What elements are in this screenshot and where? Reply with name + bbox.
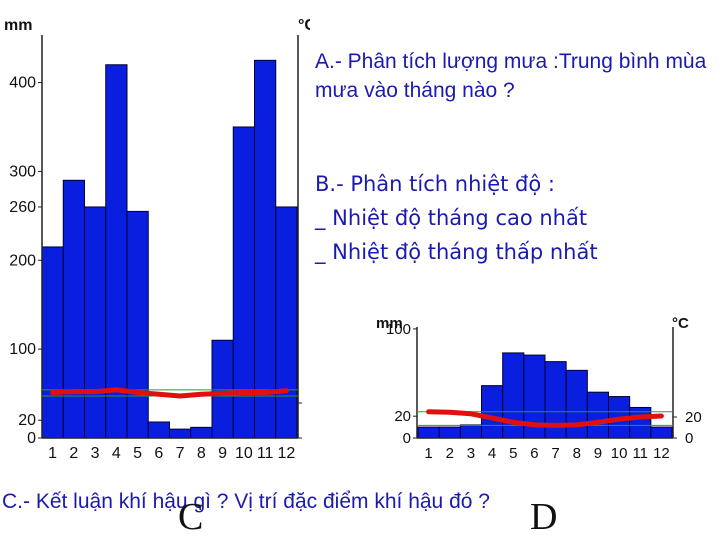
chart-c-bar <box>84 206 107 439</box>
chart-c-x-tick-label: 10 <box>235 445 253 462</box>
chart-d-x-tick-label: 9 <box>594 445 602 462</box>
chart-c-y-right-unit: °C <box>298 17 310 34</box>
chart-d-x-tick-label: 1 <box>424 445 432 462</box>
chart-c-y-left-tick-label: 300 <box>9 163 36 180</box>
chart-c-x-tick-label: 11 <box>257 445 274 462</box>
chart-d-x-tick-label: 6 <box>530 445 538 462</box>
chart-c: mm°C020100200260300400020123456789101112… <box>4 17 310 462</box>
chart-c-y-left-tick-label: 100 <box>9 341 36 358</box>
chart-d-x-tick-label: 7 <box>551 445 559 462</box>
question-b: B.- Phân tích nhiệt độ : _ Nhiệt độ tháng… <box>315 167 598 269</box>
chart-d-y-right-tick-label: 0 <box>685 430 693 447</box>
chart-c-y-left-tick-label: 0 <box>27 430 36 447</box>
chart-c-x-tick-label: 7 <box>176 445 185 462</box>
chart-c-x-tick-label: 12 <box>277 445 295 462</box>
question-a: A.- Phân tích lượng mưa :Trung bình mùa … <box>315 50 707 102</box>
question-b-line1: _ Nhiệt độ tháng cao nhất <box>315 206 588 230</box>
chart-c-bar <box>41 246 64 439</box>
chart-c-bar <box>62 179 85 439</box>
chart-d-x-tick-label: 2 <box>446 445 454 462</box>
chart-c-x-tick-label: 8 <box>197 445 206 462</box>
chart-d-y-left-tick-label: 0 <box>403 430 411 447</box>
chart-d-y-left-tick-label: 100 <box>386 321 411 338</box>
chart-c-y-left-tick-label: 260 <box>9 199 36 216</box>
chart-d-x-tick-label: 4 <box>488 445 496 462</box>
chart-c-bar <box>254 59 277 439</box>
chart-d-bar <box>459 424 483 439</box>
chart-c-x-tick-label: 9 <box>218 445 227 462</box>
chart-c-bar <box>126 210 149 439</box>
question-b-title: B.- Phân tích nhiệt độ : <box>315 172 555 196</box>
chart-d-bar <box>417 426 440 439</box>
chart-c-y-left-tick-label: 400 <box>9 75 36 92</box>
chart-d-x-tick-label: 8 <box>573 445 581 462</box>
chart-c-y-left-tick-label: 200 <box>9 252 36 269</box>
chart-d-bar <box>650 426 673 439</box>
chart-c-x-tick-label: 6 <box>154 445 163 462</box>
chart-c-bar <box>147 421 170 439</box>
chart-c-label: C <box>178 496 204 538</box>
chart-d-label: D <box>530 496 558 538</box>
chart-d-x-tick-label: 3 <box>467 445 475 462</box>
chart-c-bar <box>169 428 192 439</box>
chart-c-temperature-line <box>50 387 289 399</box>
chart-d-x-tick-label: 10 <box>611 445 628 462</box>
question-b-line2: _ Nhiệt độ tháng thấp nhất <box>315 240 598 264</box>
chart-c-total-annotation: 2592mm <box>142 57 210 76</box>
chart-d-bar <box>438 426 461 439</box>
chart-c-y-left-unit: mm <box>4 17 32 34</box>
question-c: C.- Kết luận khí hậu gì ? Vị trí đặc điể… <box>2 490 490 513</box>
chart-d-x-tick-label: 5 <box>509 445 517 462</box>
chart-c-x-tick-label: 5 <box>133 445 142 462</box>
chart-c-bar <box>275 206 298 439</box>
chart-d-y-left-unit: mm <box>376 315 403 332</box>
chart-c-y-left-tick-label: 20 <box>18 412 36 429</box>
chart-d-x-tick-label: 12 <box>653 445 670 462</box>
chart-c-x-tick-label: 3 <box>91 445 100 462</box>
chart-d-temperature-line <box>426 409 664 428</box>
chart-c-x-tick-label: 1 <box>48 445 57 462</box>
chart-d-total-annotation: 506mm <box>520 329 572 346</box>
chart-d-bar <box>565 369 588 439</box>
chart-c-x-tick-label: 4 <box>112 445 121 462</box>
chart-d-y-left-tick-label: 20 <box>394 408 411 425</box>
chart-d-bar <box>586 391 609 439</box>
chart-c-x-tick-label: 2 <box>69 445 78 462</box>
chart-c-bar <box>190 426 213 439</box>
chart-c-bar <box>105 64 128 439</box>
chart-d-x-tick-label: 11 <box>632 445 648 462</box>
chart-d-y-right-tick-label: 20 <box>685 409 702 426</box>
chart-d-y-right-unit: °C <box>672 315 689 332</box>
chart-c-bar <box>211 339 234 439</box>
